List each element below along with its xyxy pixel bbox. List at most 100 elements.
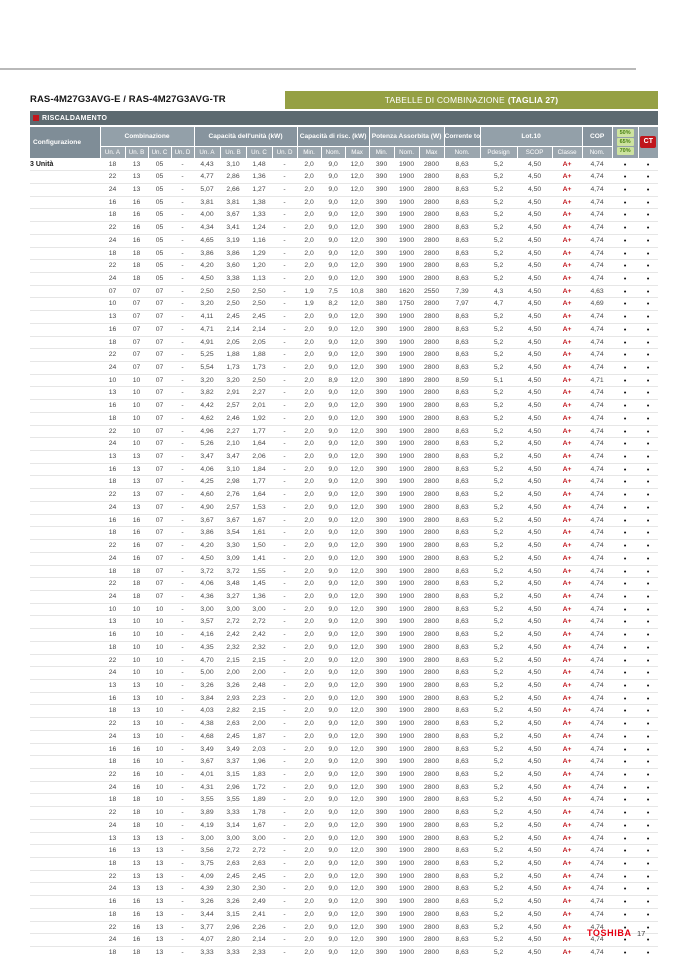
value-cell: - — [171, 399, 194, 413]
value-cell: 24 — [100, 590, 125, 604]
value-cell: 1,64 — [246, 437, 272, 452]
classe-cell: A+ — [552, 730, 583, 744]
value-cell: 13 — [148, 844, 171, 859]
value-cell: 2,27 — [220, 425, 246, 439]
value-cell: 16 — [125, 768, 148, 782]
value-cell: 2800 — [419, 755, 445, 769]
classe-cell: A+ — [552, 895, 583, 909]
value-cell: 8,63 — [444, 743, 481, 757]
value-cell: 07 — [148, 552, 171, 566]
value-cell: 8,63 — [444, 717, 481, 731]
value-cell: 2,0 — [297, 425, 322, 439]
value-cell: 1900 — [394, 552, 420, 566]
table-row: 16 16 05-3,81 3,81 1,38-2,0 9,0 12,0 390 1900 280… — [30, 196, 659, 210]
value-cell: 3,33 — [220, 806, 246, 820]
value-cell: 10 — [148, 755, 171, 769]
value-cell: 5,2 — [480, 844, 518, 859]
value-cell: 4,50 — [517, 857, 553, 871]
value-cell: 1900 — [394, 882, 420, 897]
value-cell: 390 — [369, 908, 395, 922]
value-cell: 8,63 — [444, 806, 481, 820]
value-cell: 5,2 — [480, 946, 518, 959]
value-cell: 5,2 — [480, 501, 518, 515]
value-cell: 2,49 — [246, 895, 272, 909]
value-cell: 5,54 — [194, 361, 220, 375]
ct-dot-cell: • — [638, 679, 659, 693]
value-cell: 1,55 — [246, 565, 272, 579]
value-cell: 1750 — [394, 297, 420, 312]
classe-cell: A+ — [552, 539, 583, 553]
configurazione-cell — [30, 526, 100, 541]
value-cell: - — [171, 170, 194, 184]
value-cell: 4,39 — [194, 882, 220, 897]
configurazione-cell — [30, 488, 100, 502]
value-cell: 4,74 — [582, 692, 613, 706]
value-cell: 9,0 — [321, 437, 346, 452]
value-cell: 1,33 — [246, 208, 272, 223]
ct-dot-cell: • — [638, 247, 659, 261]
value-cell: 2,0 — [297, 310, 322, 324]
value-cell: 8,63 — [444, 628, 481, 642]
value-cell: 12,0 — [345, 844, 370, 859]
value-cell: 2,30 — [220, 882, 246, 897]
value-cell: 4,50 — [517, 806, 553, 820]
value-cell: 9,0 — [321, 908, 346, 922]
value-cell: 2800 — [419, 437, 445, 452]
value-cell: 3,00 — [220, 832, 246, 846]
value-cell: 2,0 — [297, 183, 322, 197]
value-cell: 22 — [100, 259, 125, 273]
value-cell: 16 — [125, 755, 148, 769]
value-cell: 4,50 — [517, 539, 553, 553]
value-cell: 2,0 — [297, 501, 322, 515]
value-cell: 2,96 — [220, 781, 246, 795]
ct-dot-cell: • — [638, 386, 659, 401]
col-group-capacita-unita: Capacità dell'unità (kW) — [194, 127, 298, 147]
classe-cell: A+ — [552, 412, 583, 426]
configurazione-cell — [30, 654, 100, 668]
value-cell: 1,96 — [246, 755, 272, 769]
value-cell: 2,0 — [297, 679, 322, 693]
ct-dot-cell: • — [638, 234, 659, 248]
value-cell: 5,2 — [480, 908, 518, 922]
percent-dot-cell: • — [612, 539, 639, 553]
value-cell: - — [272, 819, 298, 833]
value-cell: 2,0 — [297, 437, 322, 452]
configurazione-cell — [30, 475, 100, 490]
value-cell: - — [171, 514, 194, 528]
value-cell: 2,0 — [297, 717, 322, 731]
value-cell: 3,38 — [220, 272, 246, 286]
value-cell: - — [171, 603, 194, 617]
value-cell: 13 — [148, 946, 171, 959]
value-cell: 3,49 — [220, 743, 246, 757]
value-cell: 4,50 — [517, 870, 553, 884]
value-cell: 1900 — [394, 870, 420, 884]
value-cell: 2800 — [419, 501, 445, 515]
value-cell: 8,63 — [444, 501, 481, 515]
value-cell: - — [272, 158, 298, 172]
value-cell: 8,63 — [444, 615, 481, 630]
value-cell: 390 — [369, 603, 395, 617]
value-cell: 4,50 — [517, 272, 553, 286]
value-cell: 2,0 — [297, 641, 322, 655]
value-cell: 2,0 — [297, 844, 322, 859]
value-cell: 07 — [148, 336, 171, 350]
value-cell: 4,50 — [517, 336, 553, 350]
value-cell: 8,63 — [444, 183, 481, 197]
value-cell: 1900 — [394, 348, 420, 362]
value-cell: - — [171, 323, 194, 337]
value-cell: 1,27 — [246, 183, 272, 197]
value-cell: 12,0 — [345, 259, 370, 273]
value-cell: 12,0 — [345, 704, 370, 719]
value-cell: 9,0 — [321, 730, 346, 744]
value-cell: 22 — [100, 348, 125, 362]
value-cell: 4,50 — [517, 310, 553, 324]
value-cell: 1900 — [394, 526, 420, 541]
configurazione-cell — [30, 806, 100, 820]
ct-dot-cell: • — [638, 692, 659, 706]
classe-cell: A+ — [552, 196, 583, 210]
value-cell: 12,0 — [345, 412, 370, 426]
value-cell: 1900 — [394, 666, 420, 680]
classe-cell: A+ — [552, 272, 583, 286]
value-cell: 1900 — [394, 615, 420, 630]
value-cell: 05 — [148, 272, 171, 286]
